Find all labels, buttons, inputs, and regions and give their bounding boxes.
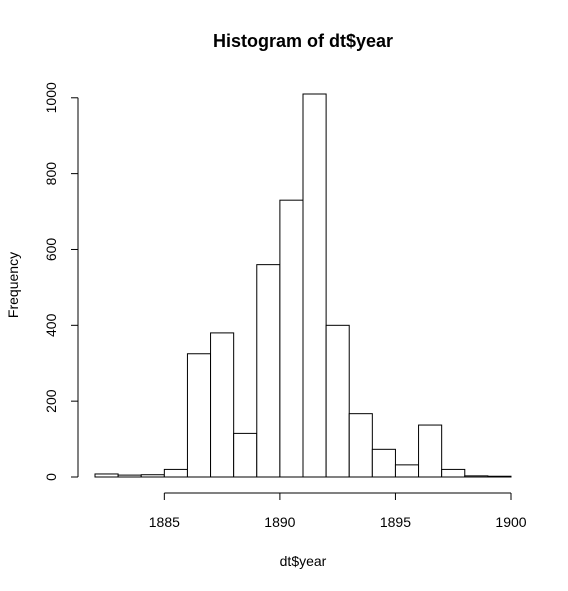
y-tick-label-0: 0 [43,473,59,481]
y-tick-label-1000: 1000 [43,82,59,113]
histogram-bar-1890 [279,199,304,478]
histogram-bar-1898 [464,475,489,478]
histogram-bar-1889 [256,264,281,478]
chart-title: Histogram of dt$year [213,31,393,51]
y-axis-label: Frequency [5,252,21,318]
histogram-bar-1882 [94,473,119,478]
y-tick-label-400: 400 [43,313,59,337]
histogram-bar-1884 [140,474,165,478]
bars-group [94,93,512,478]
histogram-bar-1897 [441,468,466,478]
y-tick-label-800: 800 [43,162,59,186]
histogram-bar-1891 [302,93,327,478]
y-axis: 0 200 400 600 800 1000 [43,82,79,481]
x-tick-label-1885: 1885 [149,514,180,530]
y-tick-label-600: 600 [43,238,59,262]
histogram-bar-1893 [348,413,373,478]
x-tick-label-1895: 1895 [380,514,411,530]
histogram-bar-1899 [487,475,512,478]
histogram-bar-1895 [394,464,420,478]
x-tick-label-1900: 1900 [495,514,526,530]
histogram-bar-1883 [117,474,142,478]
x-tick-label-1890: 1890 [264,514,295,530]
histogram-bar-1894 [371,448,396,478]
histogram-bar-1896 [418,424,443,478]
histogram-bar-1885 [163,468,188,478]
histogram-bar-1886 [186,353,212,478]
histogram-bar-1892 [325,324,350,478]
x-axis: 1885 1890 1895 1900 [149,492,527,530]
y-tick-label-200: 200 [43,389,59,413]
histogram-bar-1887 [210,332,235,478]
histogram-bar-1888 [233,432,258,478]
x-axis-label: dt$year [280,553,327,569]
